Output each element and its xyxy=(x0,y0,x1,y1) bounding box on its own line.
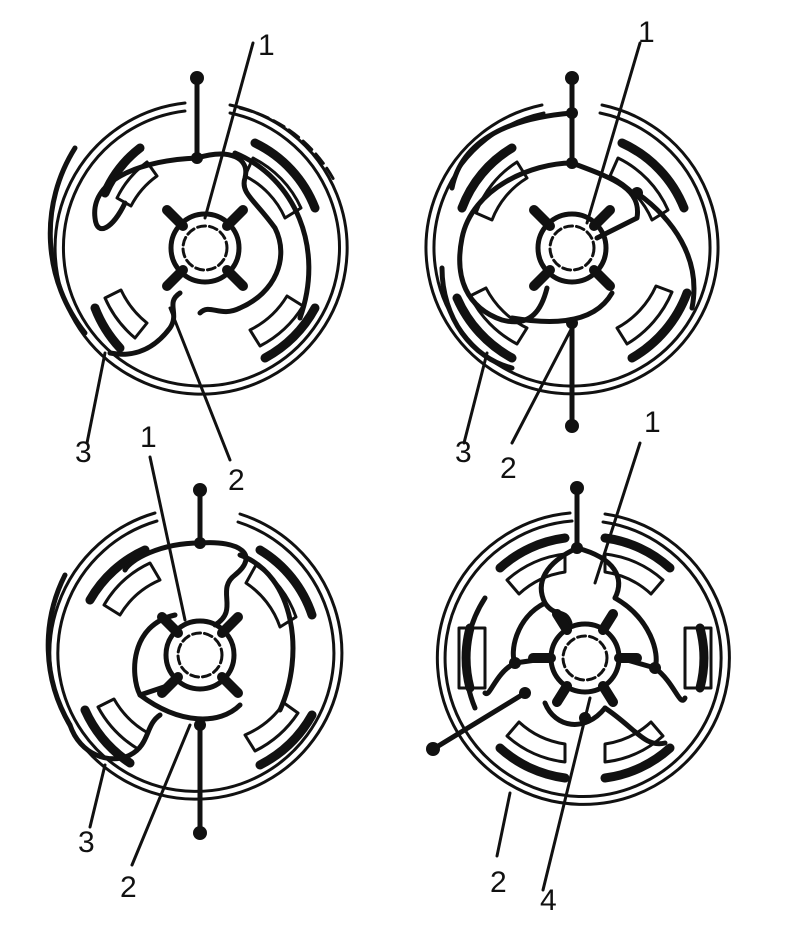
brush-holder-top-right xyxy=(600,533,675,596)
view-top-left xyxy=(47,41,349,462)
callout-3-bottom-left: 3 xyxy=(78,826,95,859)
brush-holder-right-upper xyxy=(243,138,320,220)
stator-outer-ring xyxy=(53,101,349,396)
brush-holder-right-lower xyxy=(248,294,320,363)
stator-outer-ring xyxy=(435,511,731,806)
callout-1-bottom-left: 1 xyxy=(140,421,157,454)
brush-holder-left-upper xyxy=(100,143,159,208)
brush-holder-left-upper xyxy=(85,545,162,617)
callout-3-top-left: 3 xyxy=(75,436,92,469)
brush-holder-left xyxy=(457,623,487,693)
callout-leaders xyxy=(85,41,255,462)
brush-holder-bottom-left xyxy=(495,720,570,783)
commutator xyxy=(529,205,615,291)
callout-2-top-right: 2 xyxy=(500,452,517,485)
brush-holder-right-lower xyxy=(243,701,317,770)
callout-2-top-left: 2 xyxy=(228,464,245,497)
callout-3-top-right: 3 xyxy=(455,436,472,469)
view-bottom-right xyxy=(426,441,731,892)
wiring xyxy=(47,71,312,357)
wiring xyxy=(426,481,688,756)
commutator xyxy=(528,609,642,707)
callout-2-bottom-left: 2 xyxy=(120,871,137,904)
callout-1-top-right: 1 xyxy=(638,16,655,49)
stator-outer-ring xyxy=(48,511,344,801)
brush-holder-bottom-right xyxy=(600,720,675,783)
callout-1-top-left: 1 xyxy=(258,29,275,62)
brush-holder-right xyxy=(683,623,713,693)
wiring xyxy=(439,71,697,433)
wiring xyxy=(45,483,296,840)
brush-holder-left-lower xyxy=(90,288,149,353)
view-bottom-left xyxy=(45,455,344,867)
callout-leaders xyxy=(495,441,642,892)
brush-holder-left-lower xyxy=(452,286,529,363)
callout-1-bottom-right: 1 xyxy=(644,406,661,439)
commutator xyxy=(162,205,248,291)
callout-4-bottom-right: 2 xyxy=(490,866,507,899)
callout-2-bottom-right: 4 xyxy=(540,884,557,917)
commutator xyxy=(157,612,243,698)
view-top-right xyxy=(424,41,720,445)
callout-leaders xyxy=(462,41,642,445)
callout-leaders xyxy=(88,455,192,867)
brush-holder-right-lower xyxy=(615,284,692,363)
brush-holder-top-left xyxy=(495,533,570,596)
